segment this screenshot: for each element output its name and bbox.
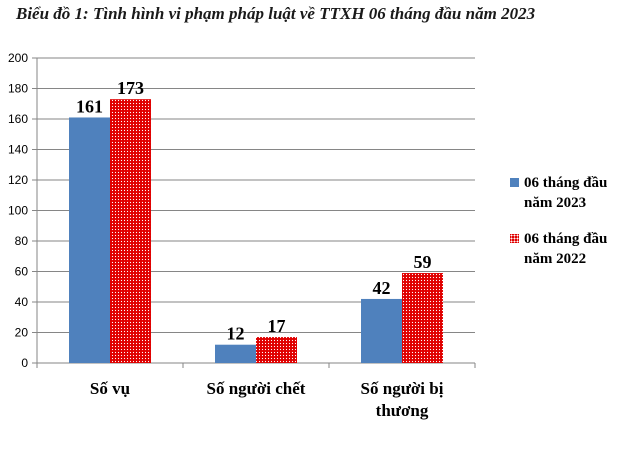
y-tick-label: 60 [15, 265, 29, 279]
data-label: 42 [373, 278, 391, 298]
legend-label-2023-line2: năm 2023 [524, 195, 587, 211]
legend-label-2022-line1: 06 tháng đầu [524, 231, 608, 247]
y-tick-label: 100 [8, 204, 28, 218]
bar-2023 [215, 344, 256, 363]
y-tick-label: 200 [8, 51, 28, 65]
bar-2022 [110, 99, 151, 364]
bar-2022 [402, 273, 443, 363]
category-label: Số người chết [207, 379, 306, 398]
chart-legend: 06 tháng đầu năm 2023 06 tháng đầu năm 2… [510, 173, 625, 285]
category-label: Số vụ [90, 379, 130, 398]
y-tick-label: 40 [15, 295, 29, 309]
legend-item-2022: 06 tháng đầu năm 2022 [510, 229, 625, 269]
y-tick-label: 120 [8, 173, 28, 187]
legend-item-2023: 06 tháng đầu năm 2023 [510, 173, 625, 213]
y-tick-label: 20 [15, 326, 29, 340]
y-tick-label: 160 [8, 112, 28, 126]
legend-swatch-2022 [510, 234, 519, 243]
legend-label-2022-line2: năm 2022 [524, 251, 587, 267]
bar-2023 [69, 117, 110, 363]
y-tick-label: 0 [21, 356, 28, 370]
bar-2022 [256, 337, 297, 363]
data-label: 161 [76, 96, 103, 116]
data-label: 59 [414, 252, 432, 272]
category-label: Số người bị [361, 379, 444, 398]
data-label: 17 [268, 316, 286, 336]
y-tick-label: 140 [8, 143, 28, 157]
chart-title: Biểu đồ 1: Tình hình vi phạm pháp luật v… [16, 4, 536, 23]
y-tick-label: 180 [8, 82, 28, 96]
bar-2023 [361, 298, 402, 363]
legend-swatch-2023 [510, 178, 519, 187]
legend-label-2023-line1: 06 tháng đầu [524, 175, 608, 191]
data-label: 173 [117, 78, 144, 98]
y-tick-label: 80 [15, 234, 29, 248]
category-label: thương [376, 401, 429, 420]
data-label: 12 [227, 324, 245, 344]
